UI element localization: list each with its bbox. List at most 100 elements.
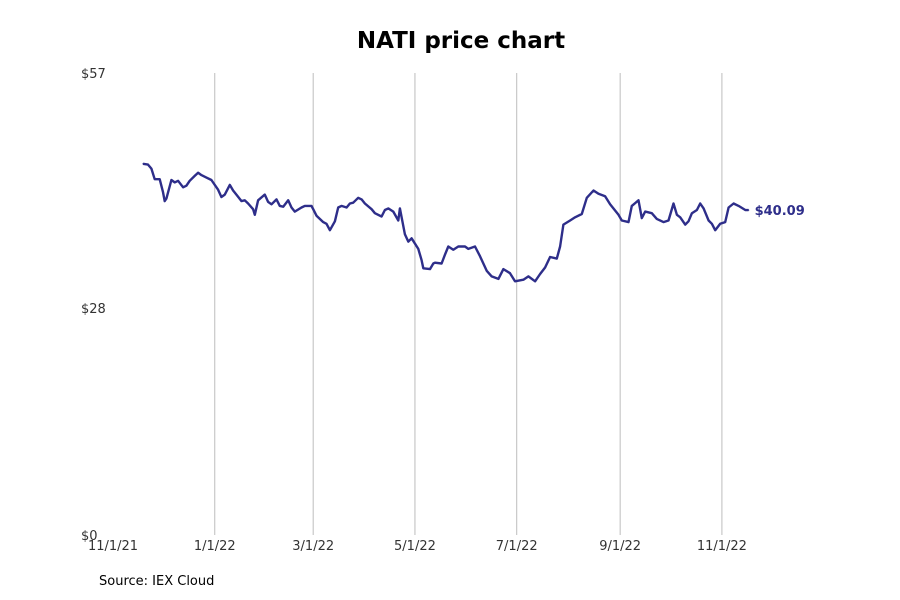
data-point [452,249,454,251]
data-point [194,175,196,177]
data-point [349,202,351,205]
data-point [667,219,670,222]
data-point [592,189,595,192]
data-point [569,219,571,222]
data-point [432,262,434,265]
data-point [574,216,576,218]
data-point [165,198,167,200]
data-point [189,180,191,182]
data-point [562,224,565,226]
data-point [708,219,710,222]
data-point [164,200,166,202]
data-point [357,197,359,199]
data-point [559,245,561,248]
data-point [711,223,713,225]
data-point [651,212,653,214]
data-point [397,219,399,222]
data-point [407,241,409,243]
data-point [310,205,313,207]
data-point [346,206,348,209]
data-point [177,180,179,182]
data-point [637,199,640,201]
data-point [210,179,212,181]
data-point [691,212,693,214]
data-point [441,262,443,265]
data-point [744,209,746,211]
data-point [200,174,202,176]
source-note: Source: IEX Cloud [99,574,215,589]
data-point [724,221,726,223]
x-tick-label: 5/1/22 [394,539,436,554]
data-point [662,221,665,223]
data-point [235,194,237,196]
data-point [282,206,284,208]
x-tick-label: 3/1/22 [292,539,334,554]
data-point [290,206,293,209]
data-point [514,280,516,282]
data-point [392,211,394,213]
chart-title: NATI price chart [356,28,566,54]
data-point [232,189,234,192]
price-series-line [142,162,749,283]
data-point [581,213,583,215]
data-point [534,280,536,282]
data-point [252,208,254,210]
data-point [676,214,678,216]
last-value-label: $40.09 [755,204,805,219]
y-tick-label: $28 [81,302,106,317]
data-point [509,272,511,274]
data-point [641,217,643,219]
data-point [556,258,558,260]
data-point [254,214,256,216]
data-point [197,172,199,174]
data-point [539,273,541,275]
data-point [162,191,164,193]
data-point [497,278,499,280]
gridlines [214,73,723,535]
data-point [486,270,488,272]
data-point [322,221,324,223]
data-point [244,199,246,201]
data-point [387,207,389,209]
data-point [714,229,716,231]
data-point [264,194,266,196]
data-point [738,205,740,207]
data-point [154,178,156,180]
data-point [325,223,328,225]
data-point [304,205,306,207]
x-tick-label: 11/1/21 [88,539,138,554]
data-point [421,259,423,261]
data-point [434,262,436,264]
data-point [597,193,600,195]
data-point [399,207,401,209]
data-point [247,202,249,205]
data-point [340,205,343,207]
data-point [444,254,446,256]
data-point [217,189,219,191]
data-point [586,197,588,199]
data-point [224,194,226,196]
data-point [733,202,735,205]
data-point [287,199,289,201]
data-point [159,178,161,180]
data-point [329,229,331,231]
data-point [621,219,623,222]
data-point [457,245,459,248]
data-point [150,168,152,170]
data-point [257,199,259,201]
data-point [491,275,493,277]
data-point [170,179,172,181]
data-point [371,208,373,210]
data-point [142,163,144,165]
data-point [672,202,675,205]
data-point [182,186,184,188]
series-line-group [142,162,750,283]
data-point [549,256,551,258]
data-point [684,224,686,226]
data-point [679,216,681,218]
data-point [270,203,273,205]
data-point [474,245,476,248]
data-point [429,268,431,270]
data-point [411,237,413,239]
data-point [364,202,366,205]
